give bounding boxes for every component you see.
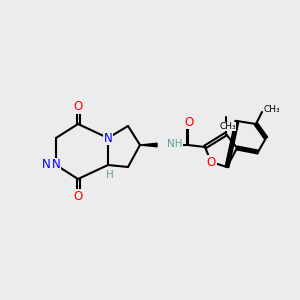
Polygon shape — [140, 143, 157, 147]
Text: O: O — [206, 155, 216, 169]
Text: H: H — [106, 170, 114, 180]
Text: NH: NH — [167, 139, 182, 149]
Text: N: N — [103, 131, 112, 145]
Text: O: O — [184, 116, 194, 128]
Text: N: N — [52, 158, 60, 172]
Text: CH₃: CH₃ — [264, 106, 280, 115]
Text: CH₃: CH₃ — [220, 122, 236, 131]
Text: O: O — [74, 190, 82, 202]
Text: O: O — [74, 100, 82, 113]
Text: N: N — [42, 158, 50, 172]
